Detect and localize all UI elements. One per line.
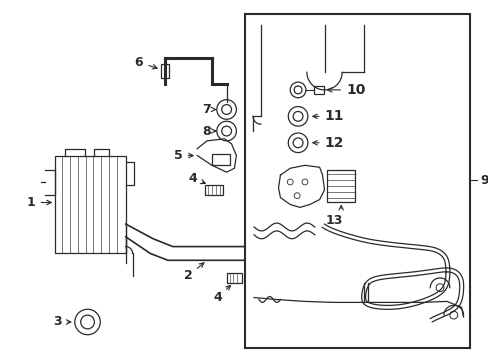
Text: 11: 11 <box>312 109 344 123</box>
Bar <box>226 273 242 283</box>
Bar <box>55 156 125 253</box>
Text: 4: 4 <box>188 172 205 185</box>
Text: 9: 9 <box>479 174 488 186</box>
Bar <box>161 64 168 78</box>
Bar <box>327 170 354 202</box>
Bar <box>244 14 469 348</box>
Text: 2: 2 <box>183 263 203 283</box>
Text: 8: 8 <box>202 125 210 138</box>
Text: 7: 7 <box>202 103 210 116</box>
Text: 10: 10 <box>327 83 365 97</box>
Text: 6: 6 <box>135 56 157 69</box>
Bar <box>211 154 229 165</box>
Text: 5: 5 <box>173 149 193 162</box>
Text: 4: 4 <box>212 285 230 304</box>
Text: 12: 12 <box>312 136 344 150</box>
Text: 1: 1 <box>27 196 51 209</box>
Text: 13: 13 <box>325 214 342 227</box>
Bar <box>204 185 222 195</box>
Bar <box>313 86 323 94</box>
Text: 3: 3 <box>53 315 71 328</box>
